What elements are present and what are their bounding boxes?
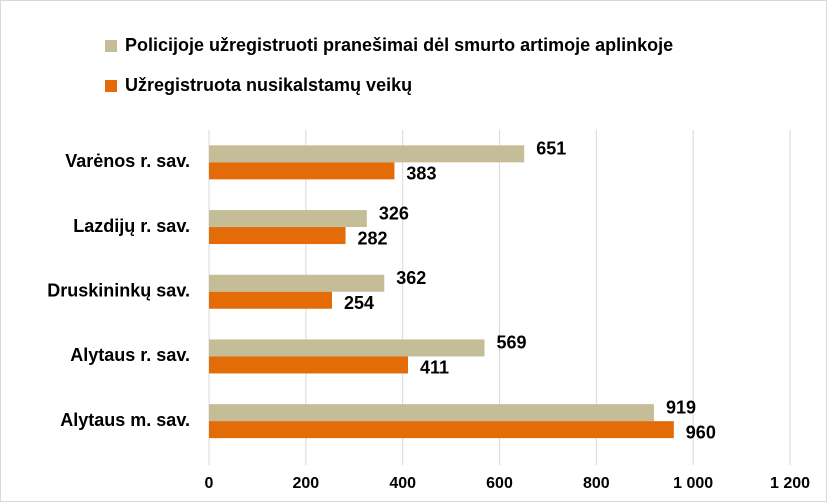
data-label: 651 bbox=[536, 139, 566, 159]
data-label: 960 bbox=[686, 422, 716, 442]
bar bbox=[209, 274, 385, 292]
x-tick-label: 1 000 bbox=[673, 475, 713, 492]
bar bbox=[209, 291, 332, 309]
bar bbox=[209, 210, 367, 228]
data-label: 282 bbox=[358, 228, 388, 248]
y-tick-label: Alytaus r. sav. bbox=[70, 345, 190, 365]
x-tick-label: 1 200 bbox=[770, 475, 810, 492]
x-tick-label: 400 bbox=[389, 475, 416, 492]
legend-label: Policijoje užregistruoti pranešimai dėl … bbox=[125, 35, 673, 55]
data-label: 254 bbox=[344, 293, 374, 313]
y-tick-label: Varėnos r. sav. bbox=[65, 151, 190, 171]
x-tick-label: 200 bbox=[292, 475, 319, 492]
bar bbox=[209, 421, 674, 439]
legend-swatch bbox=[105, 40, 117, 52]
bar bbox=[209, 162, 395, 180]
bar bbox=[209, 404, 654, 422]
y-tick-label: Lazdijų r. sav. bbox=[73, 216, 190, 236]
x-tick-label: 0 bbox=[205, 475, 214, 492]
bar bbox=[209, 339, 485, 357]
legend-swatch bbox=[105, 80, 117, 92]
bar bbox=[209, 227, 346, 245]
data-label: 362 bbox=[396, 268, 426, 288]
x-tick-label: 800 bbox=[583, 475, 610, 492]
data-label: 569 bbox=[496, 333, 526, 353]
data-label: 919 bbox=[666, 397, 696, 417]
y-tick-label: Druskininkų sav. bbox=[47, 281, 190, 301]
data-label: 411 bbox=[420, 358, 449, 378]
x-tick-label: 600 bbox=[486, 475, 513, 492]
bar bbox=[209, 145, 525, 163]
y-tick-label: Alytaus m. sav. bbox=[60, 410, 190, 430]
bar bbox=[209, 356, 408, 374]
legend-label: Užregistruota nusikalstamų veikų bbox=[125, 75, 412, 95]
data-label: 383 bbox=[406, 164, 436, 184]
data-label: 326 bbox=[379, 203, 409, 223]
